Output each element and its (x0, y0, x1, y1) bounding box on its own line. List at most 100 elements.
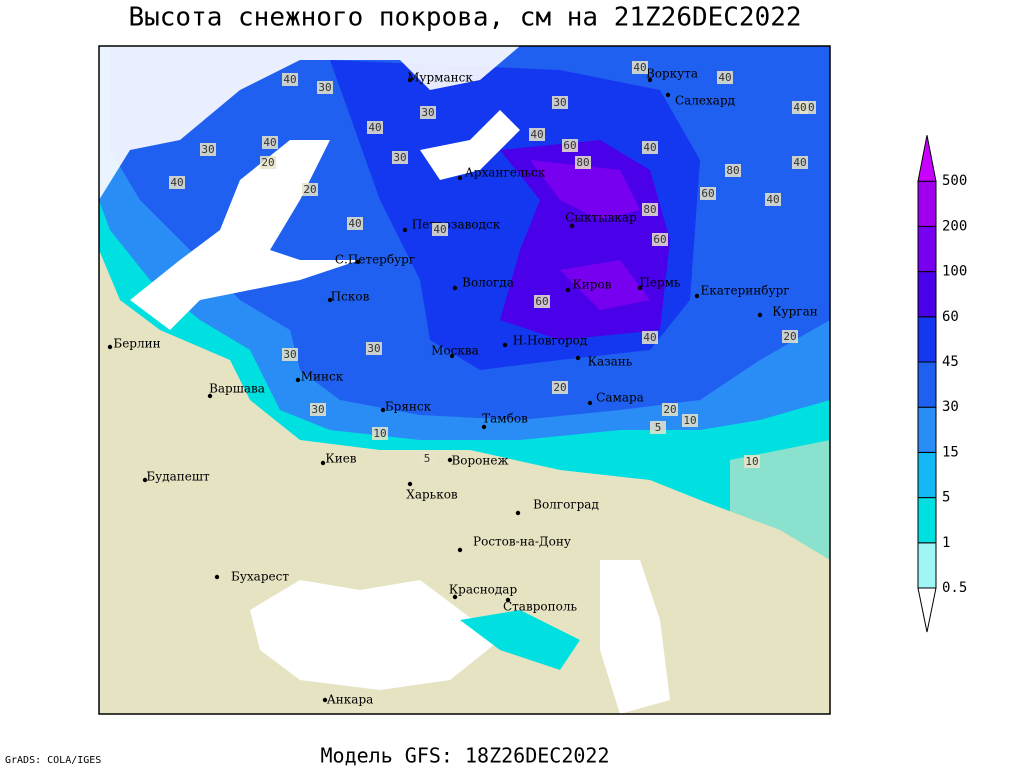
city-label: Волгоград (533, 498, 599, 512)
contour-label: 20 (553, 381, 566, 394)
contour-label-bg (310, 403, 326, 416)
city-dot (407, 481, 413, 487)
city-label: Сыктывкар (565, 211, 637, 225)
contour-label-bg (552, 96, 568, 109)
colorbar-label: 15 (942, 444, 959, 460)
contour-label-bg (642, 141, 658, 154)
city-dot (107, 344, 113, 350)
contour-label: 60 (535, 295, 548, 308)
contour-label: 30 (201, 143, 214, 156)
city-dot (322, 697, 328, 703)
city-dot (355, 259, 361, 265)
contour-label-bg (282, 73, 298, 86)
city-dot (694, 293, 700, 299)
city-label: Краснодар (449, 583, 518, 597)
contour-label-bg (419, 452, 435, 465)
contour-label-bg (534, 295, 550, 308)
contour-label: 40 (766, 193, 779, 206)
contour-label: 30 (421, 106, 434, 119)
contour-label: 40 (433, 223, 446, 236)
contour-label: 60 (653, 233, 666, 246)
city-dot (447, 457, 453, 463)
contour-label-bg (372, 427, 388, 440)
city-dot (142, 477, 148, 483)
city-label: Будапешт (146, 470, 210, 484)
colorbar-label: 1 (942, 535, 950, 551)
city-dot (757, 312, 763, 318)
contour-label-bg (642, 331, 658, 344)
contour-label-bg (282, 348, 298, 361)
contour-label-bg (552, 381, 568, 394)
contour-label-bg (642, 203, 658, 216)
contour-label: 40 (283, 73, 296, 86)
contour-label-bg (632, 61, 648, 74)
contour-label-bg (366, 342, 382, 355)
colorbar-box (917, 497, 937, 544)
contour-label: 10 (745, 455, 758, 468)
city-dot (457, 175, 463, 181)
city-label: Бухарест (231, 570, 289, 584)
colorbar-box (917, 271, 937, 318)
contour-label: 40 (170, 176, 183, 189)
city-dot (587, 400, 593, 406)
contour-label: 40 (530, 128, 543, 141)
city-dot (637, 285, 643, 291)
colorbar-box (917, 225, 937, 273)
city-label: Н.Новгород (513, 334, 588, 348)
contour-label: 80 (643, 203, 656, 216)
snow-caucasus (460, 610, 580, 670)
contour-label: 20 (303, 183, 316, 196)
city-dot (402, 227, 408, 233)
contour-label: 20 (663, 403, 676, 416)
contour-label-bg (765, 193, 781, 206)
contour-label-bg (420, 106, 436, 119)
city-label: Москва (431, 344, 479, 358)
city-dot (457, 547, 463, 553)
map-frame (98, 45, 831, 715)
credit: GrADS: COLA/IGES (5, 755, 101, 766)
city-label: Брянск (385, 400, 432, 414)
contour-label-bg (652, 233, 668, 246)
colorbar-label: 100 (942, 264, 967, 280)
contour-label: 30 (311, 403, 324, 416)
contour-label: 5 (424, 452, 431, 465)
city-label: Псков (331, 290, 370, 304)
colorbar-label: 0.5 (942, 580, 967, 596)
city-label: Харьков (406, 488, 458, 502)
colorbar-label: 200 (942, 218, 967, 234)
colorbar-label: 45 (942, 354, 959, 370)
black-sea (250, 580, 500, 690)
contour-label: 40 (643, 331, 656, 344)
contour-label: 60 (701, 187, 714, 200)
city-dot (569, 223, 575, 229)
colorbar-label: 60 (942, 309, 959, 325)
contour-label-bg (562, 139, 578, 152)
city-dot (214, 574, 220, 580)
colorbar-box (917, 180, 937, 227)
city-label: Салехард (675, 94, 735, 108)
contour-label-bg (725, 164, 741, 177)
contour-label: 40 (643, 141, 656, 154)
contour-label-bg (347, 217, 363, 230)
city-dot (481, 424, 487, 430)
contour-label-bg (432, 223, 448, 236)
city-dot (565, 287, 571, 293)
contour-label: 20 (261, 156, 274, 169)
city-label: Киров (573, 278, 612, 292)
city-label: Екатеринбург (700, 284, 789, 298)
city-label: Минск (301, 370, 344, 384)
city-label: Анкара (327, 693, 374, 707)
contour-label: 20 (783, 330, 796, 343)
city-dot (515, 510, 521, 516)
contour-label: 30 (553, 96, 566, 109)
city-label: Берлин (113, 337, 160, 351)
contour-label: 30 (367, 342, 380, 355)
city-dot (452, 594, 458, 600)
contour-label-bg (260, 156, 276, 169)
contour-label-bg (262, 136, 278, 149)
colorbar-low (917, 587, 937, 633)
city-label: С.Петербург (335, 253, 415, 267)
city-dot (320, 460, 326, 466)
colorbar-high (917, 135, 937, 182)
city-label: Воронеж (451, 454, 508, 468)
